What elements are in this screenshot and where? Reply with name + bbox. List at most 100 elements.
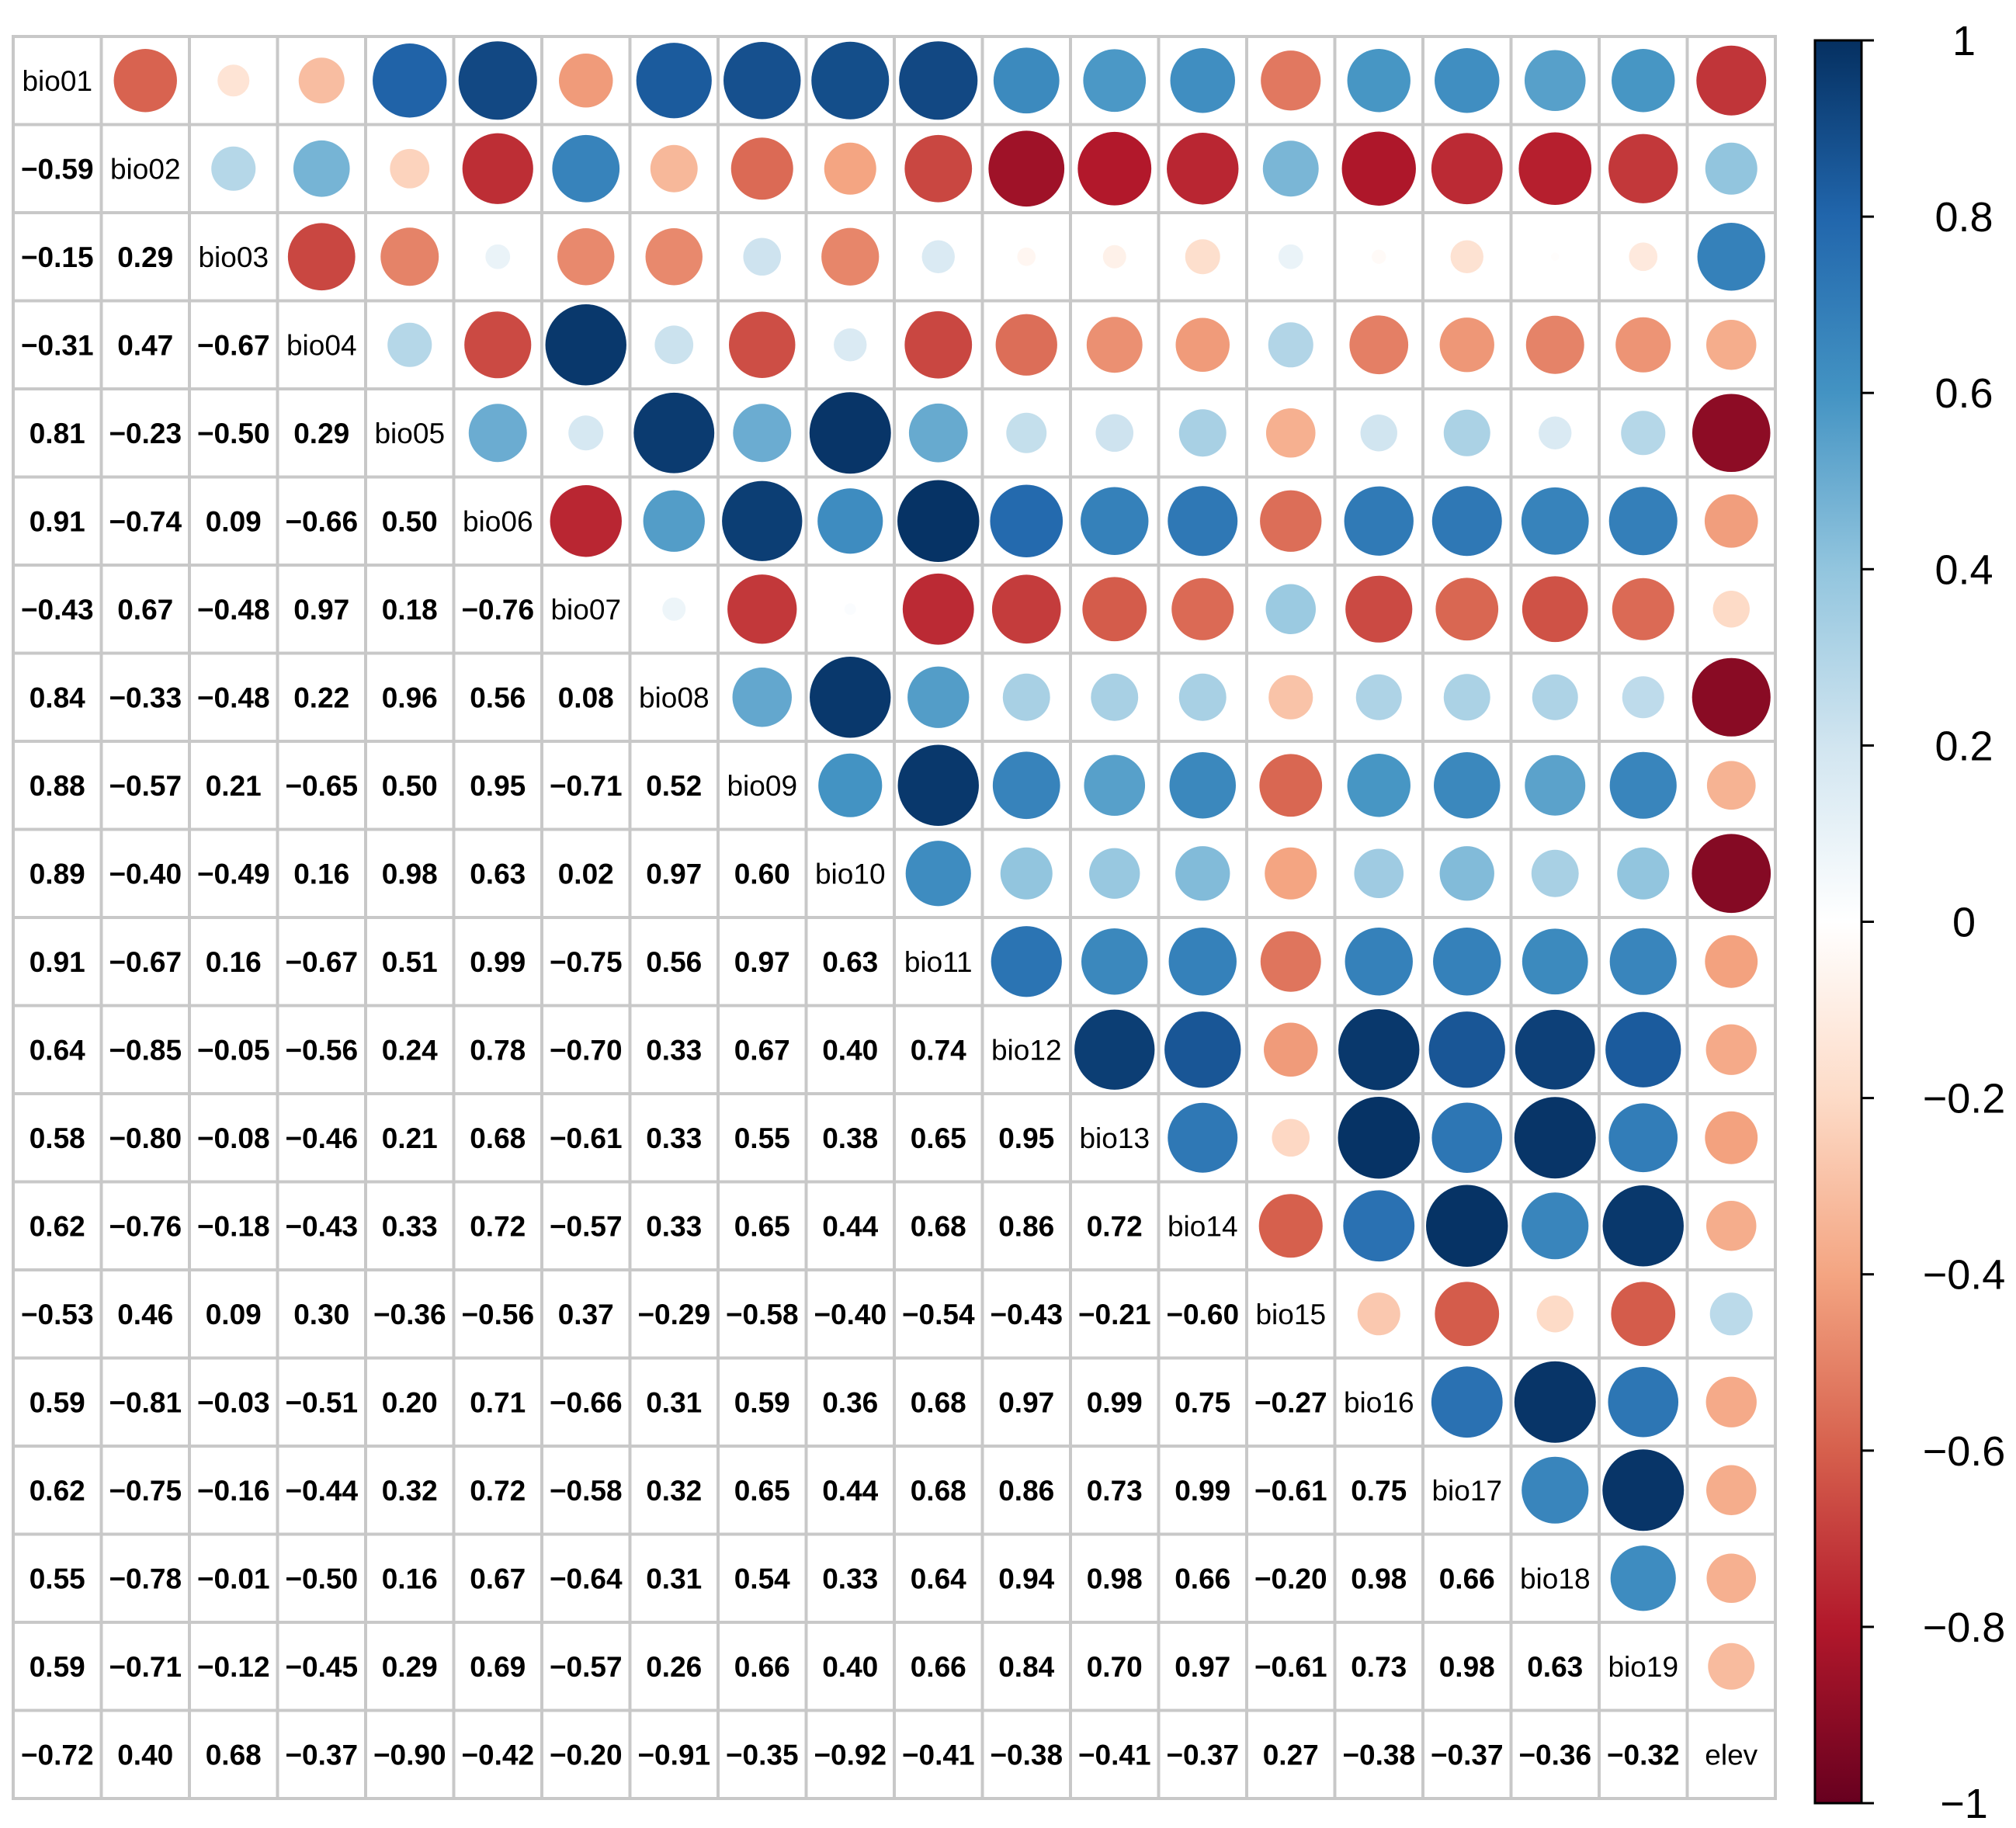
corr-value-bio15-bio13: −0.21 (1078, 1299, 1151, 1330)
corr-value-bio18-bio05: 0.16 (382, 1563, 438, 1594)
corr-circle-bio15-bio19 (1611, 1282, 1676, 1347)
cell-bio02-bio01 (12, 123, 103, 214)
corr-value-bio19-bio16: 0.73 (1351, 1651, 1407, 1683)
corr-circle-bio07-bio15 (1265, 584, 1316, 634)
cell-elev-bio17 (1421, 1708, 1513, 1800)
cell-elev-bio16 (1333, 1708, 1424, 1800)
diag-label-elev: elev (1705, 1739, 1757, 1771)
corr-value-bio11-bio10: 0.63 (822, 946, 878, 978)
cell-bio11-bio06 (452, 916, 543, 1008)
corr-value-elev-bio15: 0.27 (1263, 1739, 1319, 1771)
corr-value-bio17-bio13: 0.73 (1087, 1475, 1143, 1507)
corr-value-bio19-bio13: 0.70 (1087, 1651, 1143, 1683)
corr-value-bio12-bio06: 0.78 (470, 1034, 526, 1066)
corr-circle-bio02-bio12 (988, 130, 1065, 207)
corr-circle-bio04-bio06 (464, 311, 532, 379)
corr-value-elev-bio07: −0.20 (550, 1739, 623, 1771)
corr-circle-bio13-bio18 (1514, 1097, 1596, 1179)
corr-value-bio09-bio05: 0.50 (382, 770, 438, 802)
corr-circle-bio02-bio09 (730, 137, 793, 200)
corr-circle-bio07-bio08 (662, 597, 686, 621)
diag-label-bio05: bio05 (374, 418, 445, 449)
corr-circle-bio09-bio13 (1084, 754, 1146, 817)
corr-circle-bio05-bio07 (568, 415, 604, 451)
corr-circle-bio06-bio08 (643, 490, 705, 552)
colorbar-tick-label: 0 (1952, 900, 1976, 946)
corr-value-bio14-bio13: 0.72 (1087, 1210, 1143, 1242)
corr-value-bio12-bio07: −0.70 (550, 1034, 623, 1066)
corr-circle-bio05-bio10 (809, 392, 891, 474)
cell-bio11-bio10 (804, 916, 896, 1008)
corr-circle-bio02-bio19 (1608, 134, 1678, 203)
corr-circle-bio01-bio16 (1347, 49, 1411, 113)
corr-circle-bio03-bio13 (1102, 245, 1126, 269)
colorbar-tick-label: −0.6 (1923, 1428, 2006, 1475)
corr-circle-bio06-bio12 (990, 484, 1064, 558)
cell-bio07-bio06 (452, 564, 543, 655)
cell-bio12-bio02 (99, 1004, 191, 1095)
corr-value-bio11-bio03: 0.16 (206, 946, 262, 978)
corr-circle-bio02-bio14 (1167, 133, 1239, 205)
corr-value-bio18-bio09: 0.54 (734, 1563, 790, 1594)
corr-value-bio15-bio01: −0.53 (21, 1299, 94, 1330)
corr-value-bio14-bio07: −0.57 (550, 1210, 623, 1242)
corr-circle-bio15-elev (1709, 1292, 1753, 1336)
corr-circle-bio04-bio12 (995, 314, 1057, 376)
corr-value-bio11-bio01: 0.91 (29, 946, 85, 978)
corr-value-bio12-bio04: −0.56 (285, 1034, 358, 1066)
corr-value-bio14-bio01: 0.62 (29, 1210, 85, 1242)
corr-circle-bio10-bio13 (1089, 848, 1140, 899)
corr-circle-bio06-bio17 (1431, 486, 1502, 557)
corr-value-bio16-bio01: 0.59 (29, 1386, 85, 1418)
corr-circle-bio07-bio11 (902, 573, 974, 645)
corr-value-bio07-bio05: 0.18 (382, 594, 438, 626)
corr-circle-bio01-bio05 (373, 43, 447, 118)
corr-circle-bio11-bio12 (991, 926, 1062, 997)
corr-circle-bio01-bio08 (636, 43, 712, 119)
corr-circle-bio03-bio06 (485, 244, 511, 269)
corr-value-bio06-bio05: 0.50 (382, 505, 438, 537)
corr-circle-bio02-bio08 (650, 144, 698, 193)
corr-value-bio19-bio03: −0.12 (197, 1651, 270, 1683)
corr-circle-bio07-bio14 (1171, 578, 1234, 640)
corr-value-bio14-bio11: 0.68 (911, 1210, 966, 1242)
corr-value-bio15-bio10: −0.40 (814, 1299, 887, 1330)
corr-value-bio07-bio06: −0.76 (461, 594, 534, 626)
corr-circle-bio13-bio15 (1272, 1119, 1310, 1157)
corr-circle-bio09-bio14 (1169, 752, 1236, 819)
corr-circle-bio05-bio13 (1095, 414, 1134, 453)
corr-value-bio04-bio01: −0.31 (21, 329, 94, 361)
corr-circle-bio02-bio17 (1431, 133, 1503, 205)
cell-bio10-bio01 (12, 827, 103, 919)
corr-value-bio10-bio02: −0.40 (109, 858, 182, 890)
corr-value-bio11-bio07: −0.75 (550, 946, 623, 978)
cell-bio17-bio16 (1333, 1445, 1424, 1536)
corr-value-bio11-bio09: 0.97 (734, 946, 790, 978)
cell-bio19-bio09 (717, 1621, 808, 1712)
corr-value-bio13-bio06: 0.68 (470, 1122, 526, 1154)
cell-bio09-bio06 (452, 740, 543, 831)
corr-circle-bio12-bio13 (1074, 1009, 1155, 1090)
corr-value-bio16-bio05: 0.20 (382, 1386, 438, 1418)
corr-circle-bio17-bio19 (1602, 1449, 1685, 1531)
diag-label-bio10: bio10 (815, 858, 886, 890)
corr-value-bio19-bio06: 0.69 (470, 1651, 526, 1683)
corr-circle-bio01-bio07 (559, 54, 613, 108)
corr-circle-bio06-elev (1704, 494, 1758, 548)
corr-value-bio17-bio05: 0.32 (382, 1475, 438, 1507)
cell-bio09-bio01 (12, 740, 103, 831)
corr-value-bio10-bio06: 0.63 (470, 858, 526, 890)
corr-circle-bio07-bio18 (1522, 576, 1588, 643)
corr-value-bio17-bio08: 0.32 (646, 1475, 702, 1507)
corr-circle-bio19-elev (1708, 1642, 1755, 1690)
corr-circle-bio16-bio18 (1514, 1361, 1596, 1443)
cell-bio19-bio18 (1509, 1621, 1601, 1712)
corr-value-bio18-bio10: 0.33 (822, 1563, 878, 1594)
cell-elev-bio02 (99, 1708, 191, 1800)
corr-value-bio18-bio06: 0.67 (470, 1563, 526, 1594)
diag-label-bio07: bio07 (550, 594, 621, 626)
corr-value-bio19-bio05: 0.29 (382, 1651, 438, 1683)
corr-circle-bio04-bio19 (1615, 317, 1671, 373)
corr-circle-bio13-bio17 (1431, 1102, 1503, 1174)
corr-value-bio19-bio09: 0.66 (734, 1651, 790, 1683)
